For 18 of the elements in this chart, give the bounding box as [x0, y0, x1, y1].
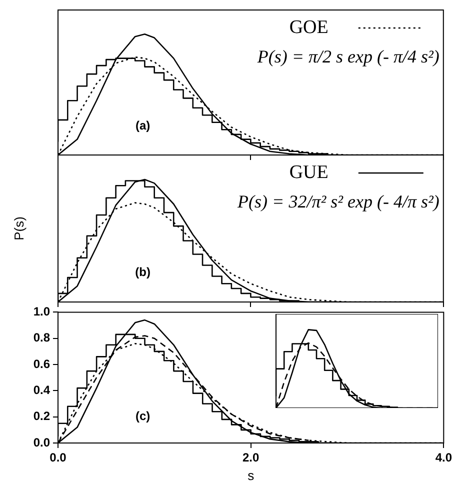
annotation: (c) — [136, 409, 150, 424]
y-tick-label: 0.6 — [33, 356, 50, 371]
x-tick-label: 2.0 — [242, 450, 260, 465]
annotation: (a) — [135, 118, 150, 132]
x-tick-label: 0.0 — [50, 450, 67, 465]
annotation: P(s) = π/2 s exp (- π/4 s²) — [256, 46, 440, 67]
x-tick-label: 4.0 — [435, 450, 452, 465]
y-axis-title: P(s) — [12, 216, 27, 240]
x-axis-title: s — [248, 468, 255, 483]
annotation: (b) — [135, 264, 150, 279]
y-tick-label: 0.8 — [33, 330, 50, 345]
legend-label: GOE — [289, 16, 328, 38]
y-tick-label: 0.4 — [33, 382, 50, 397]
y-tick-label: 0.0 — [33, 435, 50, 450]
y-tick-label: 0.2 — [33, 409, 50, 424]
legend-label: GUE — [289, 162, 328, 183]
annotation: P(s) = 32/π² s² exp (- 4/π s²) — [236, 192, 440, 212]
y-tick-label: 1.0 — [33, 304, 50, 319]
